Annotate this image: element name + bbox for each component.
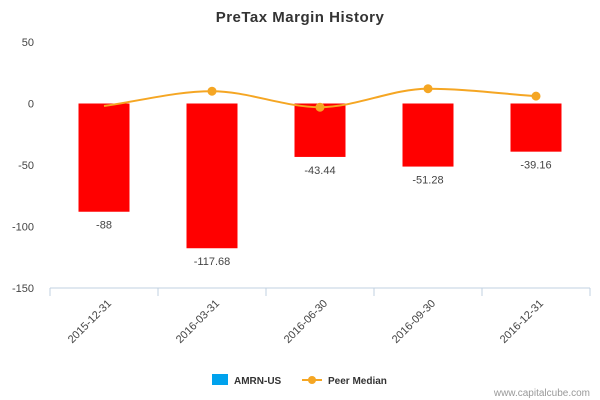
peer-median-line-group [103, 84, 541, 112]
bar-2016-12-31 [510, 103, 562, 152]
bars [78, 103, 562, 249]
data-label-2016-12-31: -39.16 [520, 160, 551, 172]
data-label-2016-03-31: -117.68 [194, 256, 231, 268]
legend-label-peer: Peer Median [328, 376, 387, 387]
legend-marker-peer [308, 376, 316, 384]
y-tick-label: -100 [12, 222, 34, 234]
data-label-2016-06-30: -43.44 [304, 165, 335, 177]
credit-text: www.capitalcube.com [493, 388, 590, 399]
peer-median-point-2016-12-31 [531, 91, 541, 101]
bar-2016-09-30 [402, 103, 454, 167]
x-tick-label: 2016-12-31 [498, 298, 546, 346]
peer-median-point-2016-09-30 [423, 84, 433, 94]
chart-title: PreTax Margin History [216, 9, 385, 26]
data-label-2015-12-31: -88 [96, 220, 112, 232]
legend-label-amrn: AMRN-US [234, 376, 282, 387]
x-tick-label: 2016-06-30 [282, 298, 330, 346]
data-labels: -88 -117.68 -43.44 -51.28 -39.16 [96, 160, 552, 269]
y-tick-label: -150 [12, 283, 34, 295]
legend-swatch-amrn [212, 374, 228, 385]
x-tick-label: 2015-12-31 [66, 298, 114, 346]
peer-median-point-2016-03-31 [207, 86, 217, 96]
bar-2016-03-31 [186, 103, 238, 249]
y-tick-label: 50 [22, 37, 34, 49]
data-label-2016-09-30: -51.28 [412, 175, 443, 187]
bar-2016-06-30 [294, 103, 346, 157]
peer-median-point-2016-06-30 [315, 102, 325, 112]
y-tick-label: 0 [28, 99, 34, 111]
y-tick-label: -50 [18, 160, 34, 172]
bar-2015-12-31 [78, 103, 130, 212]
legend: AMRN-US Peer Median [212, 374, 387, 387]
x-tick-label: 2016-03-31 [174, 298, 222, 346]
x-tick-label: 2016-09-30 [390, 298, 438, 346]
